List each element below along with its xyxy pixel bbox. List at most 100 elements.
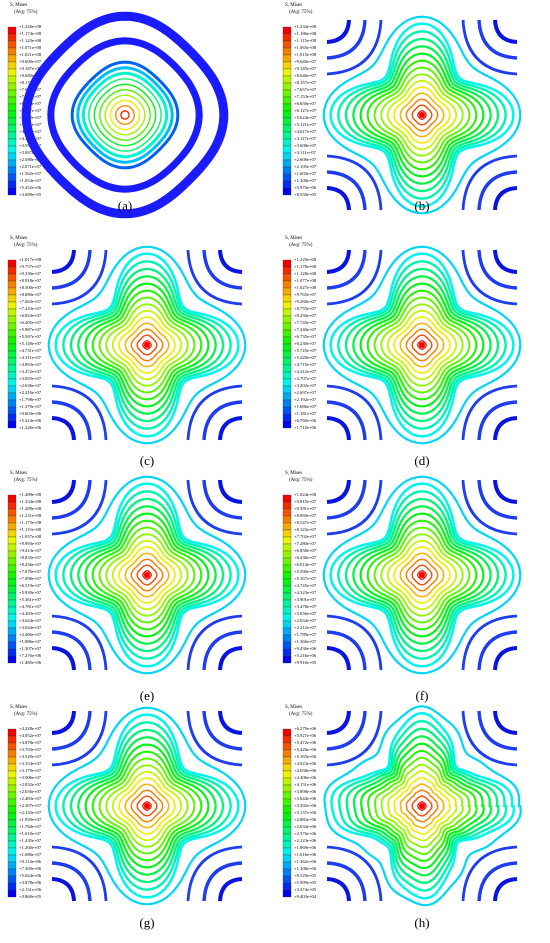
corner-contour — [477, 861, 518, 902]
legend-swatch — [282, 308, 292, 317]
hotspot — [419, 803, 425, 809]
legend-title: S, Mises — [10, 236, 27, 241]
hotspot — [144, 803, 150, 809]
legend-value: +1.715e+06 — [294, 425, 317, 430]
legend-value: +3.472e+07 — [19, 369, 42, 374]
panel: S, Mises (Avg: 75%) +1.229e+08 +1.178e+08 +1… — [282, 236, 522, 468]
legend-swatch — [7, 173, 17, 182]
legend-subtitle: (Avg: 75%) — [14, 243, 38, 248]
corner-contour — [477, 170, 518, 211]
legend-swatch — [7, 571, 17, 580]
legend-value: +5.590e+07 — [294, 569, 317, 574]
legend-swatch — [7, 655, 17, 664]
legend-value: +7.369e+06 — [19, 866, 42, 871]
legend-value: +3.689e+05 — [19, 192, 42, 197]
legend-value: +4.311e+07 — [19, 355, 42, 360]
contour — [393, 776, 451, 836]
legend-value: +9.187e+07 — [19, 66, 42, 71]
corner-contour — [202, 249, 243, 290]
contour — [417, 340, 427, 350]
legend-value: +3.707e+07 — [294, 376, 317, 381]
legend-swatch — [7, 336, 17, 345]
contour — [399, 552, 445, 598]
legend-value: +3.006e+07 — [19, 775, 42, 780]
corner-contour — [326, 249, 351, 274]
contour — [344, 37, 500, 193]
legend-value: +2.307e+07 — [19, 803, 42, 808]
corner-contour — [186, 614, 243, 671]
panel: S, Mises (Avg: 75%) +1.226e+08 +1.174e+08 +1… — [7, 3, 229, 219]
corner-contour — [326, 845, 383, 902]
corner-contour — [477, 249, 518, 290]
legend-swatch — [7, 875, 17, 884]
legend-subtitle: (Avg: 75%) — [289, 712, 313, 717]
legend-value: +8.755e+07 — [294, 306, 317, 311]
hotspot — [419, 112, 425, 118]
legend-value: +9.646e+07 — [294, 59, 317, 64]
legend-swatch — [282, 399, 292, 408]
legend-swatch — [7, 634, 17, 643]
legend-value: +1.123e+08 — [19, 38, 42, 43]
legend-value: +7.243e+07 — [19, 306, 42, 311]
corner-contour — [51, 614, 108, 671]
legend-value: +3.878e+06 — [19, 880, 42, 885]
legend-value: +5.361e+07 — [19, 597, 42, 602]
legend-swatch — [282, 606, 292, 615]
legend-title: S, Mises — [10, 471, 27, 476]
legend-swatch — [7, 273, 17, 282]
legend-value: +1.409e+08 — [19, 492, 42, 497]
panel-label: (d) — [414, 453, 429, 468]
corner-contour — [51, 861, 92, 902]
corner-contour — [326, 19, 367, 60]
corner-contour — [218, 877, 243, 902]
legend-value: +4.406e+06 — [294, 775, 317, 780]
legend-value: +7.240e+07 — [294, 327, 317, 332]
corner-contour — [493, 646, 518, 671]
corner-contour — [477, 400, 518, 441]
legend-swatch — [282, 742, 292, 751]
legend-value: +1.071e+08 — [19, 45, 42, 50]
legend-value: +2.580e+07 — [19, 157, 42, 162]
legend-value: +5.452e+06 — [19, 185, 42, 190]
legend-swatch — [7, 413, 17, 422]
legend-swatch — [7, 868, 17, 877]
corner-contour — [326, 249, 383, 306]
contour — [99, 89, 151, 141]
legend-swatch — [282, 882, 292, 891]
corner-contour — [461, 384, 518, 441]
legend-swatch — [7, 833, 17, 842]
legend-value: +6.127e+07 — [294, 108, 317, 113]
contour — [393, 546, 451, 604]
panel-label: (f) — [416, 688, 429, 703]
legend-value: +1.798e+07 — [19, 397, 42, 402]
legend-value: +3.056e+07 — [294, 611, 317, 616]
legend-value: +6.014e+07 — [294, 562, 317, 567]
corner-contour — [202, 710, 243, 751]
contour — [136, 795, 158, 817]
legend-swatch — [7, 138, 17, 147]
legend-swatch — [282, 371, 292, 380]
legend-value: +8.529e+05 — [294, 873, 317, 878]
legend-swatch — [7, 578, 17, 587]
contour — [91, 289, 203, 401]
legend-value: +5.567e+07 — [19, 334, 42, 339]
corner-contour — [202, 479, 243, 520]
contour — [359, 52, 485, 178]
legend-swatch — [282, 791, 292, 800]
legend-swatch — [282, 592, 292, 601]
legend-value: +2.376e+06 — [294, 831, 317, 836]
legend-value: +4.117e+07 — [294, 136, 317, 141]
contour — [330, 711, 516, 900]
legend-value: +5.624e+06 — [19, 873, 42, 878]
legend-value: +5.216e+06 — [294, 653, 317, 658]
legend-value: +3.055e+07 — [19, 376, 42, 381]
legend-value: +2.216e+07 — [19, 390, 42, 395]
legend-swatch — [282, 861, 292, 870]
legend-value: +1.435e+07 — [19, 838, 42, 843]
panel-label: (b) — [414, 198, 429, 213]
legend-swatch — [282, 784, 292, 793]
legend-swatch — [282, 819, 292, 828]
legend-swatch — [282, 578, 292, 587]
corner-contour — [218, 646, 243, 671]
legend-value: +9.815e+07 — [294, 499, 317, 504]
